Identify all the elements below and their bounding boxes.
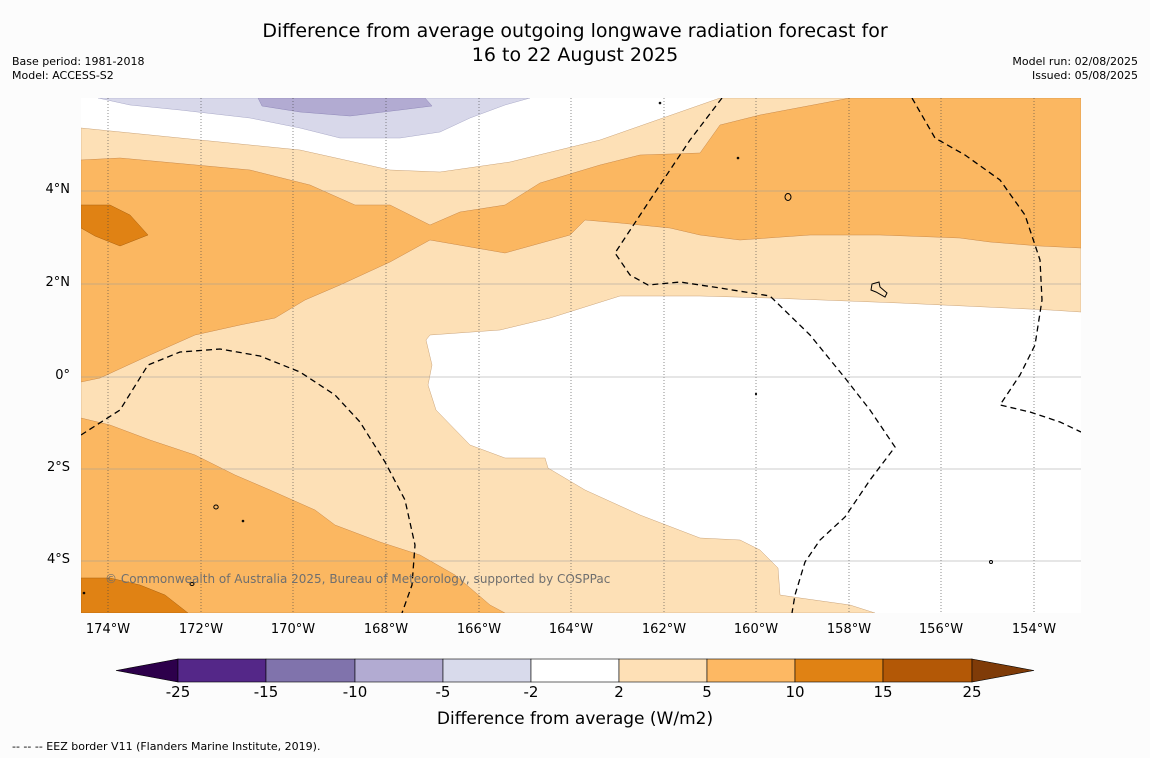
graticule — [107, 98, 1035, 613]
colorbar-tick: 25 — [962, 683, 982, 701]
colorbar-segment — [794, 658, 884, 683]
colorbar-over-arrow — [971, 658, 1035, 683]
anomaly-fill-5to10-north — [81, 98, 1081, 383]
lon-label: 156°W — [918, 622, 964, 637]
colorbar-under-arrow — [115, 658, 179, 683]
colorbar-tick: 2 — [614, 683, 624, 701]
map-title-line2: 16 to 22 August 2025 — [471, 44, 679, 66]
meta-right: Model run: 02/08/2025 Issued: 05/08/2025 — [1012, 55, 1138, 83]
issued-date: Issued: 05/08/2025 — [1031, 69, 1138, 82]
model-name: Model: ACCESS-S2 — [12, 69, 114, 82]
colorbar — [115, 658, 1035, 683]
map-fields — [81, 98, 1081, 613]
lon-label: 174°W — [85, 622, 131, 637]
colorbar-tick: -10 — [342, 683, 368, 701]
colorbar-tick: -5 — [435, 683, 451, 701]
map-title-line1: Difference from average outgoing longwav… — [262, 20, 888, 42]
lat-label: 0° — [55, 368, 70, 383]
lon-label: 164°W — [548, 622, 594, 637]
base-period: Base period: 1981-2018 — [12, 55, 145, 68]
meta-left: Base period: 1981-2018 Model: ACCESS-S2 — [12, 55, 144, 83]
latitude-lines — [81, 190, 1081, 562]
colorbar-segment — [442, 658, 532, 683]
lon-label: 168°W — [363, 622, 409, 637]
colorbar-segment — [530, 658, 620, 683]
lon-label: 154°W — [1011, 622, 1057, 637]
colorbar-segment — [882, 658, 973, 683]
lon-label: 160°W — [733, 622, 779, 637]
anomaly-fill-10to15-nw — [81, 204, 149, 247]
eez-borders — [81, 98, 1081, 613]
colorbar-tick: 10 — [785, 683, 805, 701]
lat-label: 4°N — [45, 182, 71, 197]
anomaly-fill-10to15-sw — [81, 577, 189, 613]
colorbar-segment — [354, 658, 444, 683]
colorbar-segment — [706, 658, 796, 683]
colorbar-segment — [177, 658, 267, 683]
lat-label: 4°S — [46, 552, 70, 567]
colorbar-tick: 5 — [702, 683, 712, 701]
model-run: Model run: 02/08/2025 — [1012, 55, 1138, 68]
colorbar-segment — [618, 658, 708, 683]
colorbar-tick: -25 — [165, 683, 191, 701]
lon-label: 166°W — [456, 622, 502, 637]
lon-label: 170°W — [270, 622, 316, 637]
anomaly-fill-minus10to5 — [257, 98, 433, 117]
colorbar-tick: -15 — [253, 683, 279, 701]
lon-label: 162°W — [641, 622, 687, 637]
lon-label: 158°W — [826, 622, 872, 637]
eez-legend: -- -- -- EEZ border V11 (Flanders Marine… — [12, 740, 321, 753]
lon-label: 172°W — [178, 622, 224, 637]
lat-label: 2°S — [46, 460, 70, 475]
anomaly-fill-minus5to2 — [97, 98, 531, 139]
islands — [82, 101, 993, 595]
lat-label: 2°N — [45, 275, 71, 290]
copyright-credit: © Commonwealth of Australia 2025, Bureau… — [105, 572, 611, 586]
colorbar-tick: -2 — [523, 683, 539, 701]
colorbar-segment — [265, 658, 356, 683]
colorbar-label: Difference from average (W/m2) — [436, 709, 714, 729]
colorbar-tick: 15 — [873, 683, 893, 701]
